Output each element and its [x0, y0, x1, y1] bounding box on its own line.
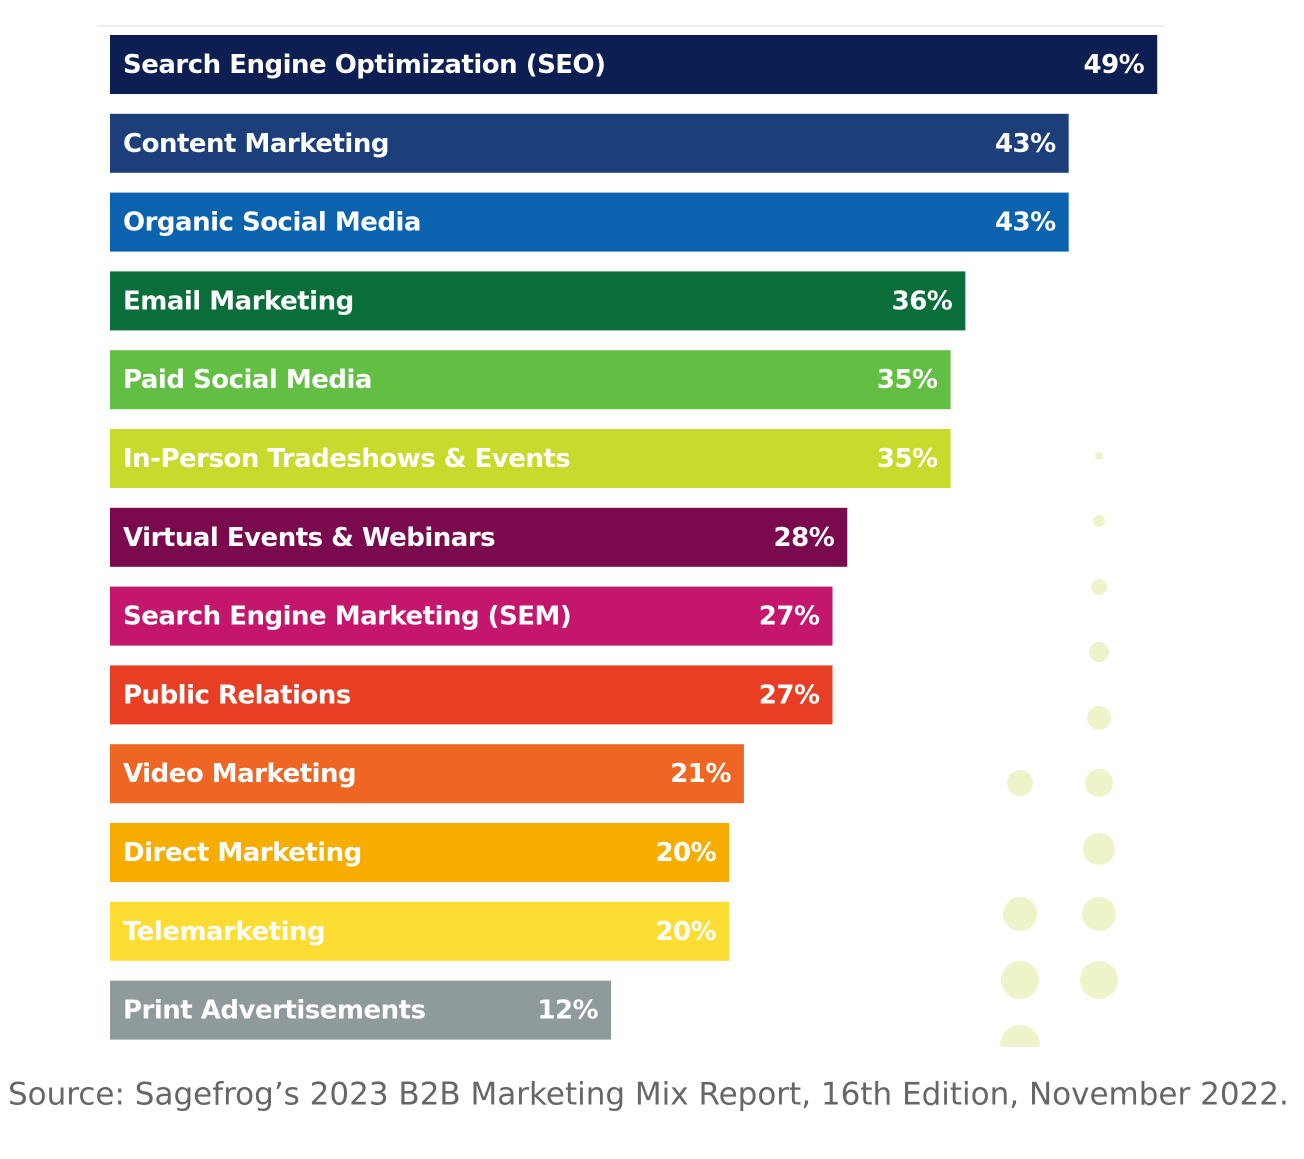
bar	[110, 35, 1158, 94]
value-label: 27%	[759, 602, 820, 632]
bar	[110, 350, 951, 410]
bar	[110, 192, 1069, 252]
value-label: 43%	[995, 208, 1056, 238]
category-label: Email Marketing	[123, 286, 354, 316]
category-label: Search Engine Marketing (SEM)	[123, 602, 571, 632]
bar	[110, 744, 744, 804]
category-label: Search Engine Optimization (SEO)	[123, 50, 606, 80]
category-label: Telemarketing	[123, 917, 325, 947]
value-label: 49%	[1084, 50, 1145, 80]
value-label: 35%	[877, 365, 938, 395]
category-label: Direct Marketing	[123, 838, 362, 868]
decorative-dots	[1000, 452, 1118, 1065]
category-label: Virtual Events & Webinars	[123, 523, 495, 553]
bar	[110, 823, 730, 882]
value-label: 43%	[995, 129, 1056, 159]
category-label: Video Marketing	[123, 759, 356, 789]
bar	[110, 665, 833, 725]
value-label: 20%	[655, 917, 716, 947]
value-label: 27%	[759, 680, 820, 710]
value-label: 21%	[670, 759, 731, 789]
category-label: Organic Social Media	[123, 208, 421, 238]
value-label: 28%	[774, 523, 835, 553]
bar	[110, 901, 730, 961]
bar	[110, 113, 1069, 173]
category-label: Print Advertisements	[123, 996, 426, 1026]
bar	[110, 586, 833, 646]
category-label: Content Marketing	[123, 129, 389, 159]
category-label: In-Person Tradeshows & Events	[123, 444, 570, 474]
source-note: Source: Sagefrog’s 2023 B2B Marketing Mi…	[8, 1077, 1289, 1113]
bar	[110, 980, 612, 1040]
value-label: 12%	[537, 996, 598, 1026]
bar	[110, 271, 966, 331]
category-label: Public Relations	[123, 680, 351, 710]
category-label: Paid Social Media	[123, 365, 372, 395]
bar	[110, 429, 951, 488]
value-label: 20%	[655, 838, 716, 868]
value-label: 36%	[892, 286, 953, 316]
value-label: 35%	[877, 444, 938, 474]
bar	[110, 507, 848, 567]
